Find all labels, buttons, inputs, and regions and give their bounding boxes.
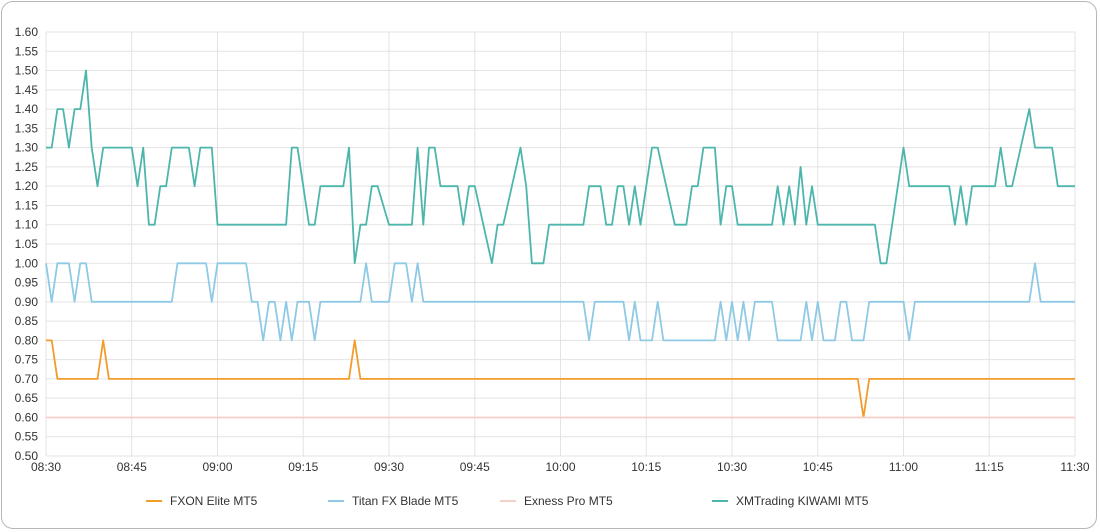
legend-label: FXON Elite MT5	[170, 494, 258, 508]
x-tick-label: 11:15	[975, 460, 1004, 474]
x-tick-label: 11:30	[1060, 460, 1089, 474]
x-tick-label: 10:30	[717, 460, 747, 474]
y-tick-label: 1.15	[15, 198, 39, 212]
x-tick-label: 11:00	[889, 460, 918, 474]
legend-item[interactable]: FXON Elite MT5	[146, 494, 258, 508]
series-lines	[45, 69, 1075, 419]
y-tick-label: 1.35	[15, 121, 39, 135]
legend: FXON Elite MT5 Titan FX Blade MT5 Exness P…	[146, 494, 869, 508]
y-tick-label: 1.45	[15, 83, 39, 97]
x-tick-label: 08:45	[117, 460, 147, 474]
y-tick-label: 0.55	[15, 430, 39, 444]
y-tick-label: 1.60	[15, 25, 39, 39]
x-tick-label: 09:45	[460, 460, 490, 474]
y-tick-label: 0.65	[15, 391, 39, 405]
y-tick-label: 1.25	[15, 160, 39, 174]
legend-item[interactable]: XMTrading KIWAMI MT5	[712, 494, 869, 508]
y-tick-label: 1.05	[15, 237, 39, 251]
y-tick-label: 0.80	[15, 333, 39, 347]
x-tick-label: 08:30	[31, 460, 61, 474]
y-tick-label: 0.85	[15, 314, 39, 328]
series-line-2	[45, 262, 1075, 342]
legend-item[interactable]: Titan FX Blade MT5	[328, 494, 459, 508]
y-tick-label: 1.50	[15, 64, 39, 78]
series-line-4	[46, 69, 1075, 265]
y-tick-label: 0.95	[15, 276, 39, 290]
x-tick-label: 10:45	[803, 460, 833, 474]
x-tick-label: 09:30	[374, 460, 404, 474]
y-tick-label: 0.50	[15, 449, 39, 463]
y-tick-label: 1.10	[15, 218, 39, 232]
legend-label: Titan FX Blade MT5	[352, 494, 459, 508]
x-tick-label: 09:15	[288, 460, 318, 474]
y-axis-ticks: 0.50 0.55 0.60 0.65 0.70 0.75 0.80 0.85 0.90 0.95…	[15, 25, 39, 463]
y-tick-label: 1.55	[15, 44, 39, 58]
y-tick-label: 1.00	[15, 256, 39, 270]
x-tick-label: 09:00	[202, 460, 232, 474]
y-tick-label: 1.40	[15, 102, 39, 116]
y-tick-label: 1.30	[15, 141, 39, 155]
legend-label: Exness Pro MT5	[524, 494, 613, 508]
y-tick-label: 1.20	[15, 179, 39, 193]
legend-label: XMTrading KIWAMI MT5	[736, 494, 869, 508]
legend-item[interactable]: Exness Pro MT5	[500, 494, 613, 508]
y-tick-label: 0.70	[15, 372, 39, 386]
y-tick-label: 0.60	[15, 410, 39, 424]
grid-lines	[45, 31, 1076, 457]
x-tick-label: 10:00	[545, 460, 575, 474]
x-axis-ticks: 08:30 08:45 09:00 09:15 09:30 09:45 10:00 10:15…	[31, 460, 1090, 474]
y-tick-label: 0.90	[15, 295, 39, 309]
x-tick-label: 10:15	[631, 460, 661, 474]
y-tick-label: 0.75	[15, 353, 39, 367]
